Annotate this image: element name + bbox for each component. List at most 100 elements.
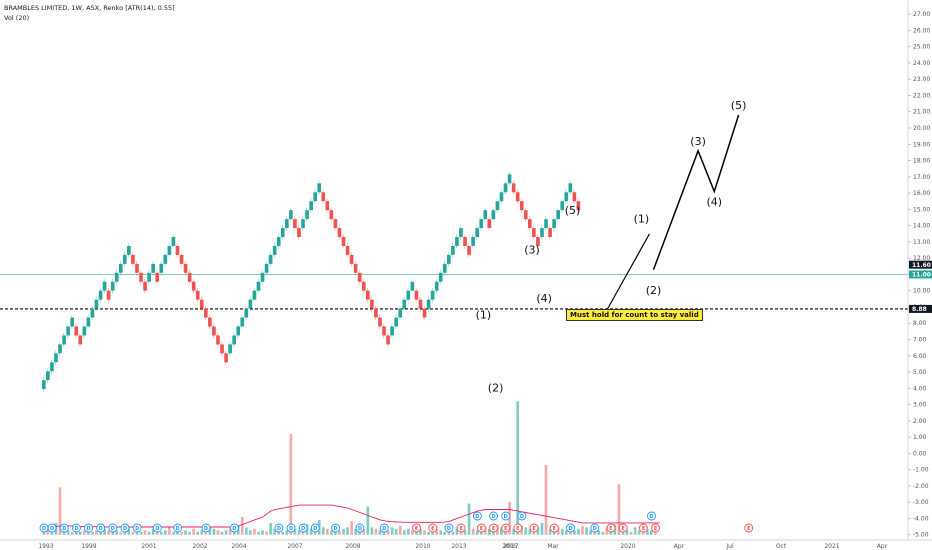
- volume-bar: [224, 530, 228, 535]
- volume-indicator-label[interactable]: Vol (20): [4, 14, 30, 22]
- renko-brick-down: [382, 326, 386, 336]
- renko-brick-up: [280, 228, 285, 238]
- renko-brick-up: [479, 219, 484, 229]
- renko-brick-up: [499, 192, 504, 202]
- renko-brick-up: [123, 254, 127, 264]
- volume-bar: [249, 530, 252, 535]
- renko-brick-down: [361, 281, 366, 291]
- earnings-marker: [428, 523, 438, 533]
- renko-brick-up: [151, 263, 155, 273]
- renko-brick-up: [455, 237, 459, 246]
- renko-brick-up: [285, 219, 289, 229]
- x-tick-label: 2017: [503, 543, 518, 550]
- x-tick-label: 1999: [81, 543, 96, 550]
- dividend-marker: [96, 523, 106, 533]
- event-marker-letter: D: [155, 526, 159, 532]
- renko-brick-up: [272, 245, 277, 255]
- event-marker-letter: D: [447, 526, 451, 532]
- volume-bar: [589, 530, 592, 535]
- renko-brick-up: [483, 210, 488, 220]
- renko-brick-down: [208, 317, 212, 327]
- volume-bar: [155, 530, 159, 535]
- renko-brick-down: [191, 281, 196, 291]
- renko-brick-down: [220, 344, 224, 354]
- time-axis[interactable]: 1993 1999 2001 2002 2004 2007 2008 2010 2013 2015…: [0, 539, 932, 550]
- volume-bar: [411, 530, 414, 535]
- volume-bar: [354, 528, 357, 535]
- renko-brick-up: [110, 281, 115, 291]
- dividend-marker: [59, 523, 69, 533]
- volume-ma-line: [44, 504, 660, 528]
- volume-bar: [216, 530, 220, 535]
- x-tick-label: Apr: [674, 543, 685, 550]
- renko-brick-down: [74, 326, 79, 336]
- renko-brick-down: [357, 272, 362, 282]
- volume-bar: [617, 484, 621, 535]
- event-marker-letter: D: [123, 526, 127, 532]
- volume-bar: [135, 530, 139, 535]
- wave-count-label: (2): [488, 382, 504, 395]
- dividend-marker: [229, 523, 239, 533]
- renko-brick-down: [366, 290, 370, 300]
- renko-layer: [42, 171, 581, 392]
- event-marker-letter: D: [334, 526, 338, 532]
- volume-bar: [46, 528, 50, 535]
- volume-bar: [605, 527, 609, 535]
- renko-brick-down: [224, 353, 228, 363]
- volume-bar: [127, 528, 131, 535]
- x-tick-label: 1993: [38, 543, 53, 550]
- renko-brick-up: [42, 380, 46, 390]
- renko-brick-up: [410, 281, 415, 291]
- event-marker-letter: D: [50, 526, 54, 532]
- renko-brick-down: [204, 308, 208, 318]
- price-badge-text: 8.88: [912, 306, 927, 313]
- y-tick-label: 16.00: [913, 190, 930, 197]
- renko-brick-up: [118, 263, 123, 273]
- event-marker-letter: D: [382, 526, 386, 532]
- event-marker-letter: D: [313, 526, 317, 532]
- renko-brick-up: [54, 353, 58, 363]
- dividend-marker: [108, 523, 118, 533]
- volume-bar: [269, 522, 272, 535]
- volume-bar: [471, 528, 475, 535]
- y-tick-label: 19.00: [913, 141, 930, 148]
- y-tick-label: 13.00: [913, 239, 930, 246]
- renko-brick-up: [94, 299, 99, 309]
- volume-bar: [281, 531, 285, 535]
- event-marker-letter: D: [475, 514, 479, 520]
- volume-bar: [285, 530, 289, 535]
- event-marker-letter: E: [431, 526, 435, 532]
- volume-bar: [447, 530, 451, 535]
- volume-bar: [581, 525, 584, 535]
- event-marker-letter: D: [504, 514, 508, 520]
- renko-brick-down: [216, 335, 220, 345]
- event-marker-letter: E: [504, 526, 508, 532]
- event-marker-letter: D: [74, 526, 78, 532]
- event-marker-letter: D: [277, 526, 281, 532]
- renko-brick-up: [495, 201, 500, 211]
- y-tick-label: -1.00: [913, 467, 929, 474]
- price-badge: [909, 270, 932, 279]
- volume-bar: [508, 502, 511, 535]
- renko-brick-up: [114, 272, 119, 282]
- volume-bar: [168, 527, 171, 535]
- event-marker-letter: E: [415, 526, 419, 532]
- symbol-title[interactable]: BRAMBLES LIMITED, 1W, ASX, Renko [ATR(14…: [4, 4, 175, 12]
- volume-bar: [560, 528, 564, 535]
- renko-brick-up: [406, 290, 411, 300]
- earnings-marker: [513, 523, 523, 533]
- volume-bar: [419, 528, 422, 535]
- event-marker-letter: E: [553, 526, 557, 532]
- renko-brick-down: [212, 326, 216, 336]
- renko-brick-down: [463, 237, 467, 246]
- price-axis[interactable]: 27.00 26.00 25.00 24.00 23.00 22.00 21.00 20.00…: [907, 0, 930, 540]
- renko-brick-down: [333, 219, 338, 229]
- renko-brick-down: [511, 183, 516, 193]
- renko-brick-up: [471, 237, 475, 246]
- wave-count-label: (3): [524, 243, 540, 256]
- dividend-marker: [489, 511, 498, 521]
- renko-brick-down: [131, 254, 135, 264]
- volume-bar: [58, 487, 62, 535]
